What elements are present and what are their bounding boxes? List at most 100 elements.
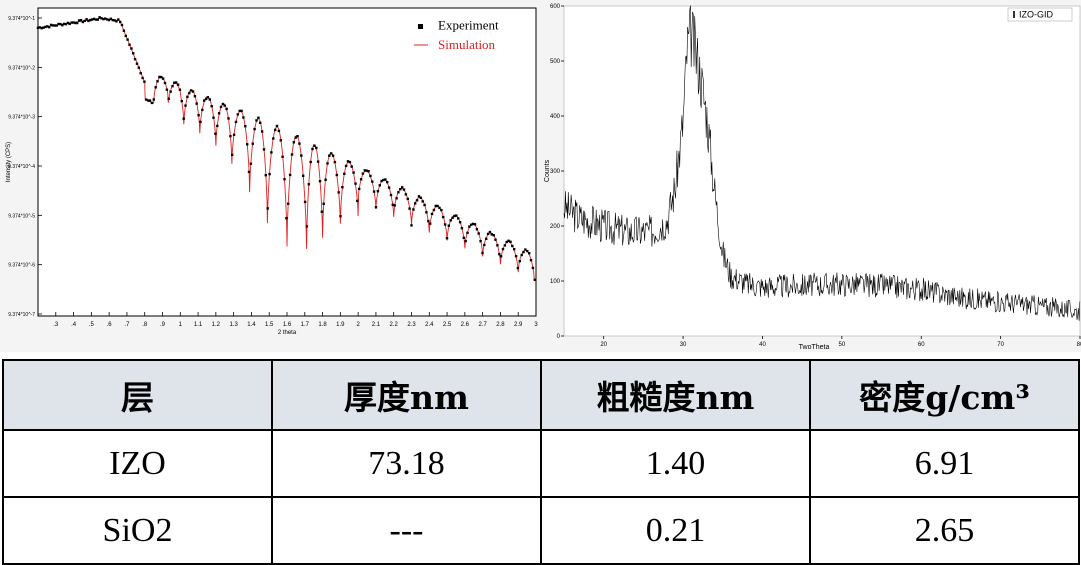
experiment-point: [318, 180, 322, 183]
experiment-point: [417, 195, 421, 198]
experiment-point: [471, 222, 475, 226]
experiment-point: [421, 200, 424, 203]
experiment-point: [305, 225, 309, 228]
experiment-point: [341, 186, 344, 189]
experiment-point: [66, 21, 70, 25]
experiment-point: [156, 80, 159, 83]
experiment-point: [358, 187, 361, 191]
header-thickness: 厚度nm: [271, 359, 542, 431]
experiment-point: [163, 81, 167, 85]
experiment-point: [427, 219, 430, 223]
experiment-point: [216, 124, 219, 128]
experiment-point: [255, 119, 258, 122]
experiment-point: [432, 208, 436, 212]
series-simulation-line: [37, 17, 537, 281]
experiment-point: [262, 148, 266, 151]
experiment-point: [59, 22, 62, 26]
experiment-point: [247, 170, 251, 174]
legend-label-simulation: Simulation: [438, 37, 496, 52]
experiment-point: [197, 114, 200, 117]
experiment-point: [486, 232, 490, 236]
y-tick-label: 9.374*10^-3: [8, 115, 35, 121]
experiment-point: [53, 24, 56, 27]
experiment-point: [494, 238, 497, 241]
experiment-point: [408, 207, 411, 210]
experiment-point: [165, 88, 169, 91]
experiment-point: [367, 170, 370, 173]
x-tick-label: 1.2: [212, 322, 221, 328]
experiment-point: [275, 124, 279, 128]
experiment-point: [315, 146, 318, 150]
parameters-table: 层 厚度nm 粗糙度nm 密度g/cm³ IZO 73.18 1.40 6.91…: [0, 359, 1081, 565]
experiment-point: [152, 98, 155, 101]
experiment-point: [221, 102, 225, 106]
experiment-point: [147, 99, 150, 102]
experiment-point: [434, 204, 437, 208]
experiment-point: [279, 139, 282, 142]
experiment-point: [359, 178, 363, 181]
experiment-point: [307, 183, 310, 186]
experiment-point: [337, 191, 340, 194]
experiment-point: [442, 215, 445, 219]
experiment-point: [287, 202, 290, 205]
experiment-point: [89, 18, 92, 22]
experiment-point: [206, 96, 210, 99]
experiment-point: [158, 75, 161, 79]
experiment-point: [191, 90, 195, 93]
x-tick-label: 2.3: [407, 322, 416, 328]
table-row-izo: IZO 73.18 1.40 6.91: [2, 429, 1080, 498]
y-tick-label: 9.374*10^-4: [8, 164, 35, 170]
experiment-point: [76, 21, 79, 25]
experiment-point: [361, 172, 365, 175]
experiment-point: [393, 204, 396, 207]
experiment-point: [232, 133, 236, 136]
y-tick-label: 300: [550, 169, 561, 175]
experiment-point: [356, 199, 359, 203]
experiment-point: [399, 188, 402, 191]
experiment-point: [522, 250, 525, 254]
experiment-point: [481, 251, 484, 255]
experiment-point: [499, 255, 503, 258]
experiment-point: [61, 24, 64, 27]
experiment-point: [300, 154, 303, 157]
experiment-point: [335, 173, 338, 177]
experiment-point: [79, 19, 83, 22]
x-tick-label: 50: [839, 342, 846, 348]
cell-thickness: 73.18: [271, 429, 542, 498]
experiment-point: [143, 80, 146, 83]
experiment-point: [313, 144, 316, 147]
experiment-point: [62, 22, 66, 26]
experiment-point: [343, 172, 346, 175]
experiment-point: [266, 207, 269, 210]
x-tick-label: .5: [89, 322, 95, 328]
experiment-point: [119, 20, 122, 24]
legend-marker-experiment: [418, 24, 423, 29]
experiment-point: [102, 17, 105, 21]
experiment-point: [55, 24, 58, 27]
experiment-point: [145, 98, 148, 101]
experiment-point: [219, 105, 223, 109]
experiment-point: [117, 18, 120, 21]
experiment-point: [453, 214, 456, 218]
experiment-point: [126, 38, 129, 41]
experiment-point: [122, 29, 126, 32]
experiment-point: [212, 116, 215, 119]
experiment-point: [195, 102, 198, 105]
legend-label-experiment: Experiment: [438, 18, 499, 33]
gid-chart-panel: 0 100 200 300 400 500 600 20 30 40 50 60 70 80 TwoThet…: [541, 0, 1081, 352]
x-tick-label: 1.7: [301, 322, 310, 328]
table-header-row: 层 厚度nm 粗糙度nm 密度g/cm³: [2, 359, 1080, 431]
experiment-point: [111, 18, 114, 22]
experiment-point: [48, 26, 51, 29]
experiment-point: [412, 208, 415, 211]
experiment-point: [100, 17, 103, 20]
y-tick-label: 9.374*10^-2: [8, 65, 35, 71]
experiment-point: [281, 155, 284, 158]
experiment-point: [201, 108, 204, 112]
experiment-point: [488, 230, 492, 234]
x-tick-label: 2.6: [461, 322, 470, 328]
experiment-point: [324, 178, 327, 181]
experiment-point: [44, 25, 47, 29]
y-tick-label: 600: [550, 4, 561, 10]
experiment-point: [139, 72, 142, 75]
